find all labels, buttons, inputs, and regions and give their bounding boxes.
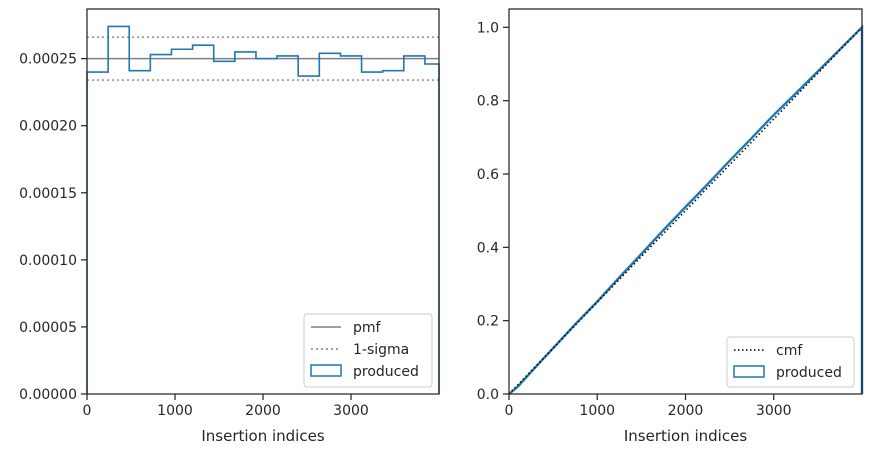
- cmf-axes-frame: [508, 8, 863, 395]
- x-tick-label: 0: [505, 403, 514, 419]
- y-tick-label: 0.00005: [19, 320, 77, 336]
- histogram-panel: 0 1000 2000 3000 0.00000 0.00005 0.00010 0.0001…: [19, 8, 440, 445]
- legend-label: 1-sigma: [353, 342, 409, 358]
- y-tick-label: 0.8: [477, 94, 499, 110]
- y-tick-label: 0.0: [477, 387, 499, 403]
- legend-label: produced: [776, 365, 842, 381]
- x-axis-label: Insertion indices: [201, 427, 324, 445]
- cmf-data-layer: [508, 24, 864, 395]
- cumulative-panel: 0 1000 2000 3000 0.0 0.2 0.4 0.6 0.8 1.0 Insertion…: [477, 8, 864, 445]
- x-tick-label: 2000: [245, 403, 281, 419]
- x-tick-label: 2000: [668, 403, 704, 419]
- legend-label: produced: [353, 364, 419, 380]
- hist-data-layer: [86, 25, 440, 394]
- x-tick-label: 3000: [756, 403, 792, 419]
- y-tick-label: 0.00010: [19, 253, 77, 269]
- produced-histogram: [86, 25, 440, 394]
- y-tick-label: 0.00020: [19, 119, 77, 135]
- legend-label: cmf: [776, 343, 803, 359]
- x-tick-label: 0: [83, 403, 92, 419]
- y-tick-label: 0.6: [477, 167, 499, 183]
- legend-box: [303, 313, 433, 388]
- produced-cumulative-line: [508, 24, 864, 395]
- cmf-line: [508, 26, 863, 395]
- y-tick-label: 0.00000: [19, 387, 77, 403]
- legend-label: pmf: [353, 320, 382, 336]
- x-tick-label: 1000: [579, 403, 615, 419]
- legend-swatch-produced: [733, 365, 765, 378]
- x-tick-label: 1000: [157, 403, 193, 419]
- x-axis-label: Insertion indices: [624, 427, 747, 445]
- legend-swatch-produced: [310, 364, 342, 377]
- x-tick-label: 3000: [333, 403, 369, 419]
- hist-legend: pmf 1-sigma produced: [303, 313, 433, 388]
- y-tick-label: 0.00025: [19, 52, 77, 68]
- y-tick-label: 1.0: [477, 20, 499, 36]
- y-tick-label: 0.2: [477, 314, 499, 330]
- y-tick-label: 0.4: [477, 240, 499, 256]
- y-tick-label: 0.00015: [19, 186, 77, 202]
- cmf-legend: cmf produced: [726, 336, 855, 388]
